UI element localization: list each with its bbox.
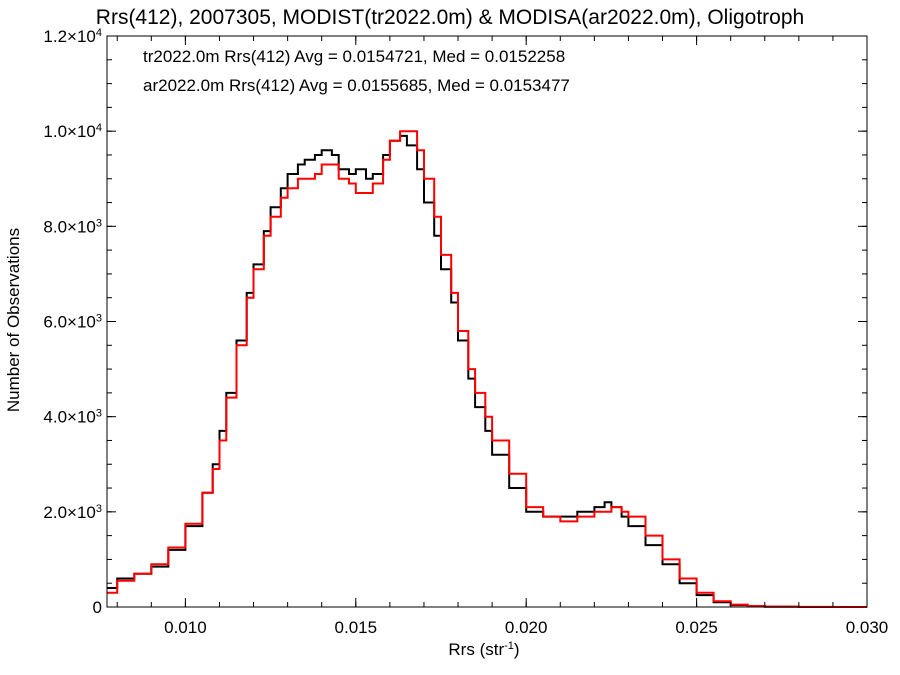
- y-tick-label: 1.2×104: [43, 27, 102, 46]
- legend-entry-ar2022.0m: ar2022.0m Rrs(412) Avg = 0.0155685, Med …: [143, 76, 570, 95]
- x-axis-label-superscript: -1: [504, 640, 514, 652]
- y-tick-label-mantissa: 1.2×10: [43, 27, 95, 46]
- x-axis-label: Rrs (str-1): [448, 640, 519, 659]
- y-tick-label-mantissa: 2.0×10: [43, 503, 95, 522]
- chart-title: Rrs(412), 2007305, MODIST(tr2022.0m) & M…: [96, 6, 804, 29]
- x-tick-label: 0.015: [335, 618, 378, 637]
- x-axis-label-text: Rrs (str: [448, 640, 504, 659]
- legend: tr2022.0m Rrs(412) Avg = 0.0154721, Med …: [143, 47, 570, 95]
- y-tick-label-exponent: 3: [96, 503, 102, 515]
- y-tick-label-mantissa: 4.0×10: [43, 408, 95, 427]
- y-tick-label: 8.0×103: [43, 217, 102, 236]
- x-axis-label-close: ): [514, 640, 520, 659]
- y-tick-label-mantissa: 1.0×10: [43, 122, 95, 141]
- y-tick-label-exponent: 4: [96, 27, 102, 39]
- y-tick-label: 1.0×104: [43, 122, 102, 141]
- y-tick-label-mantissa: 6.0×10: [43, 313, 95, 332]
- y-axis-label: Number of Observations: [4, 228, 23, 412]
- y-tick-label-mantissa: 0: [93, 598, 102, 617]
- y-tick-label: 4.0×103: [43, 408, 102, 427]
- y-tick-label-exponent: 3: [96, 313, 102, 325]
- y-tick-label: 6.0×103: [43, 313, 102, 332]
- x-tick-label: 0.025: [675, 618, 718, 637]
- y-tick-label-mantissa: 8.0×10: [43, 217, 95, 236]
- x-tick-label: 0.020: [505, 618, 548, 637]
- legend-entry-tr2022.0m: tr2022.0m Rrs(412) Avg = 0.0154721, Med …: [143, 47, 565, 66]
- y-tick-label: 2.0×103: [43, 503, 102, 522]
- y-tick-label-exponent: 3: [96, 217, 102, 229]
- axes: 0.010 0.015 0.020 0.025 0.03002.0×1034.0×103…: [43, 27, 888, 637]
- x-tick-label: 0.030: [846, 618, 889, 637]
- y-tick-label: 0: [93, 598, 102, 617]
- y-tick-label-exponent: 3: [96, 408, 102, 420]
- y-tick-label-exponent: 4: [96, 122, 102, 134]
- x-tick-label: 0.010: [164, 618, 207, 637]
- plot-area: [107, 130, 867, 608]
- series-line-ar2022.0m: [107, 130, 867, 608]
